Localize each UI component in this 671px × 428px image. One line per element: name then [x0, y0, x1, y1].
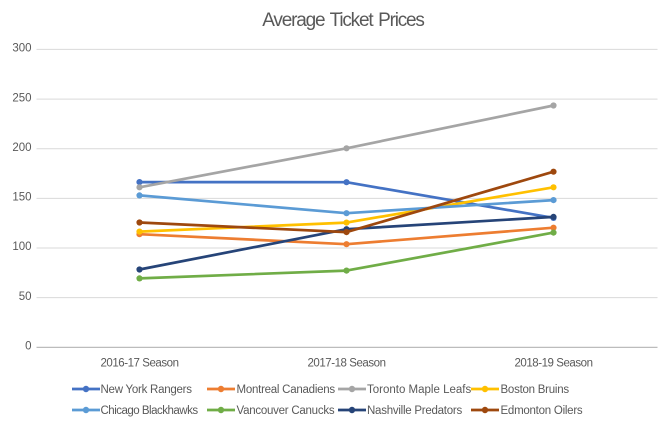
- svg-text:Average Ticket Prices: Average Ticket Prices: [262, 10, 424, 31]
- svg-text:Chicago Blackhawks: Chicago Blackhawks: [101, 405, 199, 417]
- svg-text:200: 200: [12, 142, 31, 154]
- svg-text:250: 250: [12, 92, 31, 104]
- svg-text:300: 300: [12, 43, 31, 55]
- svg-text:Vancouver Canucks: Vancouver Canucks: [237, 405, 335, 417]
- svg-text:50: 50: [19, 291, 32, 303]
- svg-text:150: 150: [12, 192, 31, 204]
- svg-text:Toronto Maple Leafs: Toronto Maple Leafs: [367, 384, 471, 396]
- svg-text:2017-18 Season: 2017-18 Season: [307, 358, 385, 370]
- svg-text:0: 0: [25, 341, 31, 353]
- svg-text:Montreal Canadiens: Montreal Canadiens: [237, 384, 336, 396]
- svg-text:New York Rangers: New York Rangers: [101, 384, 193, 396]
- svg-text:2016-17 Season: 2016-17 Season: [100, 358, 178, 370]
- svg-text:Edmonton Oilers: Edmonton Oilers: [501, 405, 583, 417]
- svg-text:100: 100: [12, 241, 31, 253]
- svg-text:Boston Bruins: Boston Bruins: [501, 384, 570, 396]
- svg-text:Nashville Predators: Nashville Predators: [367, 405, 462, 417]
- svg-text:2018-19 Season: 2018-19 Season: [514, 358, 592, 370]
